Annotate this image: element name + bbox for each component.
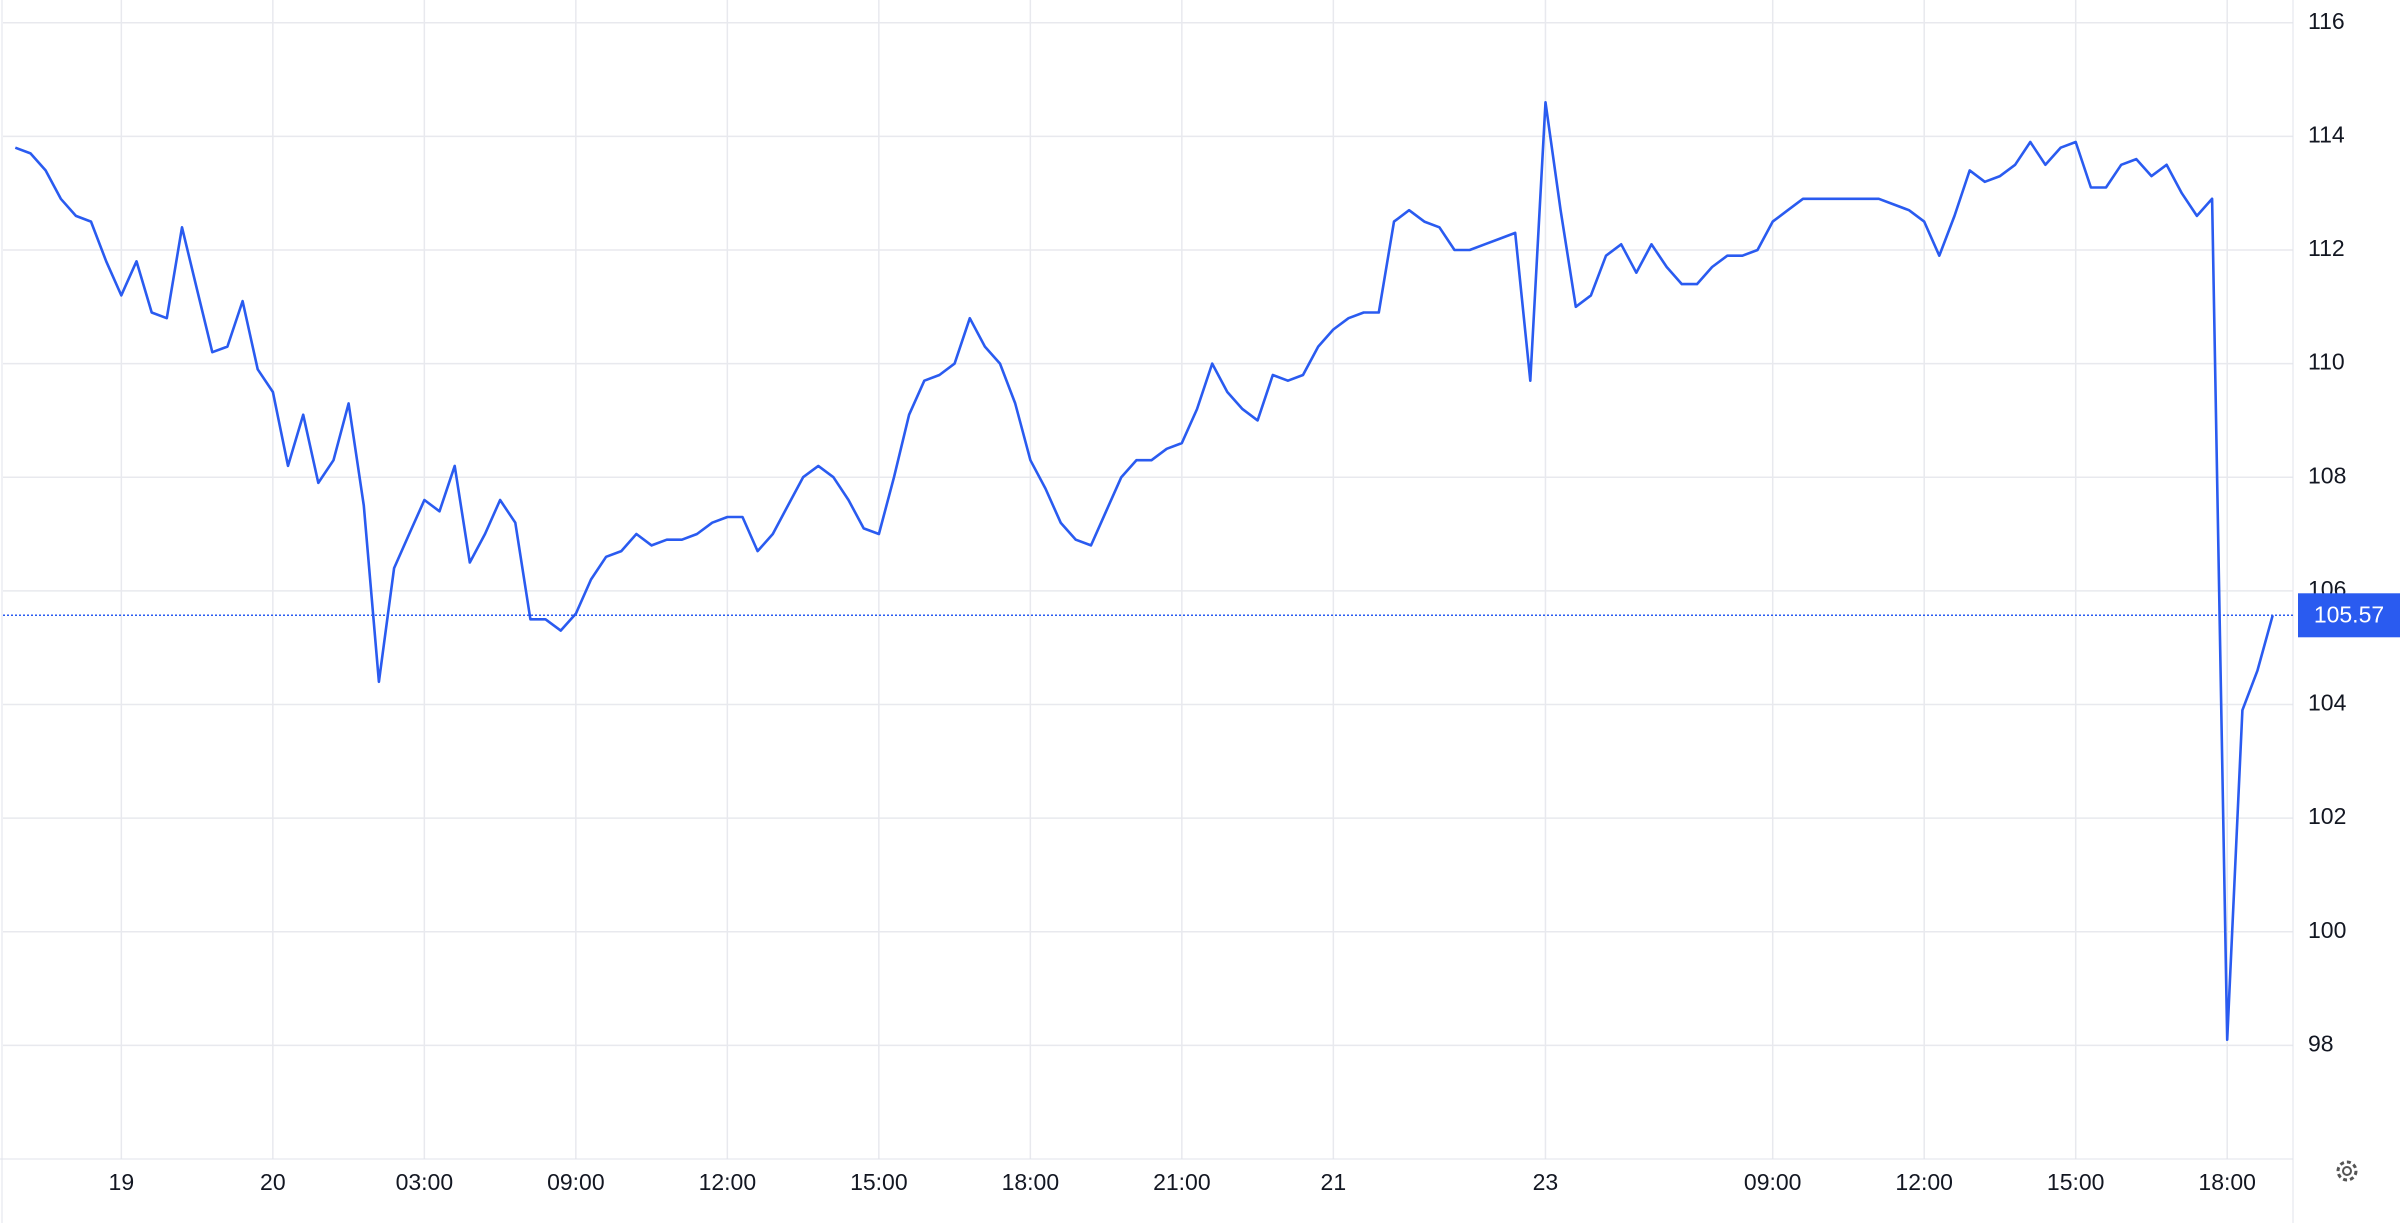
x-tick-label: 21:00 [1153,1169,1211,1195]
x-tick-label: 21 [1321,1169,1347,1195]
gear-teeth [2336,1160,2358,1182]
x-tick-label: 09:00 [547,1169,605,1195]
x-tick-label: 23 [1533,1169,1559,1195]
x-tick-label: 09:00 [1744,1169,1802,1195]
last-price-label: 105.57 [2314,601,2384,627]
y-tick-label: 114 [2308,121,2345,147]
x-tick-label: 18:00 [2198,1169,2256,1195]
x-tick-label: 19 [109,1169,135,1195]
x-tick-label: 15:00 [850,1169,908,1195]
last-price-box [2298,593,2400,638]
x-tick-label: 15:00 [2047,1169,2105,1195]
y-tick-label: 100 [2308,917,2346,943]
x-tick-label: 12:00 [1895,1169,1953,1195]
x-tick-label: 18:00 [1002,1169,1060,1195]
y-tick-label: 104 [2308,690,2347,716]
y-tick-label: 110 [2308,349,2345,375]
y-tick-label: 108 [2308,462,2346,488]
x-tick-label: 20 [260,1169,286,1195]
price-line [14,101,2274,1041]
x-tick-label: 03:00 [396,1169,454,1195]
y-tick-label: 98 [2308,1030,2334,1056]
y-tick-label: 116 [2308,8,2345,34]
y-tick-label: 112 [2308,235,2345,261]
settings-icon[interactable] [2336,1160,2358,1182]
y-tick-label: 102 [2308,803,2346,829]
x-tick-label: 12:00 [699,1169,757,1195]
gear-hub [2342,1166,2352,1176]
